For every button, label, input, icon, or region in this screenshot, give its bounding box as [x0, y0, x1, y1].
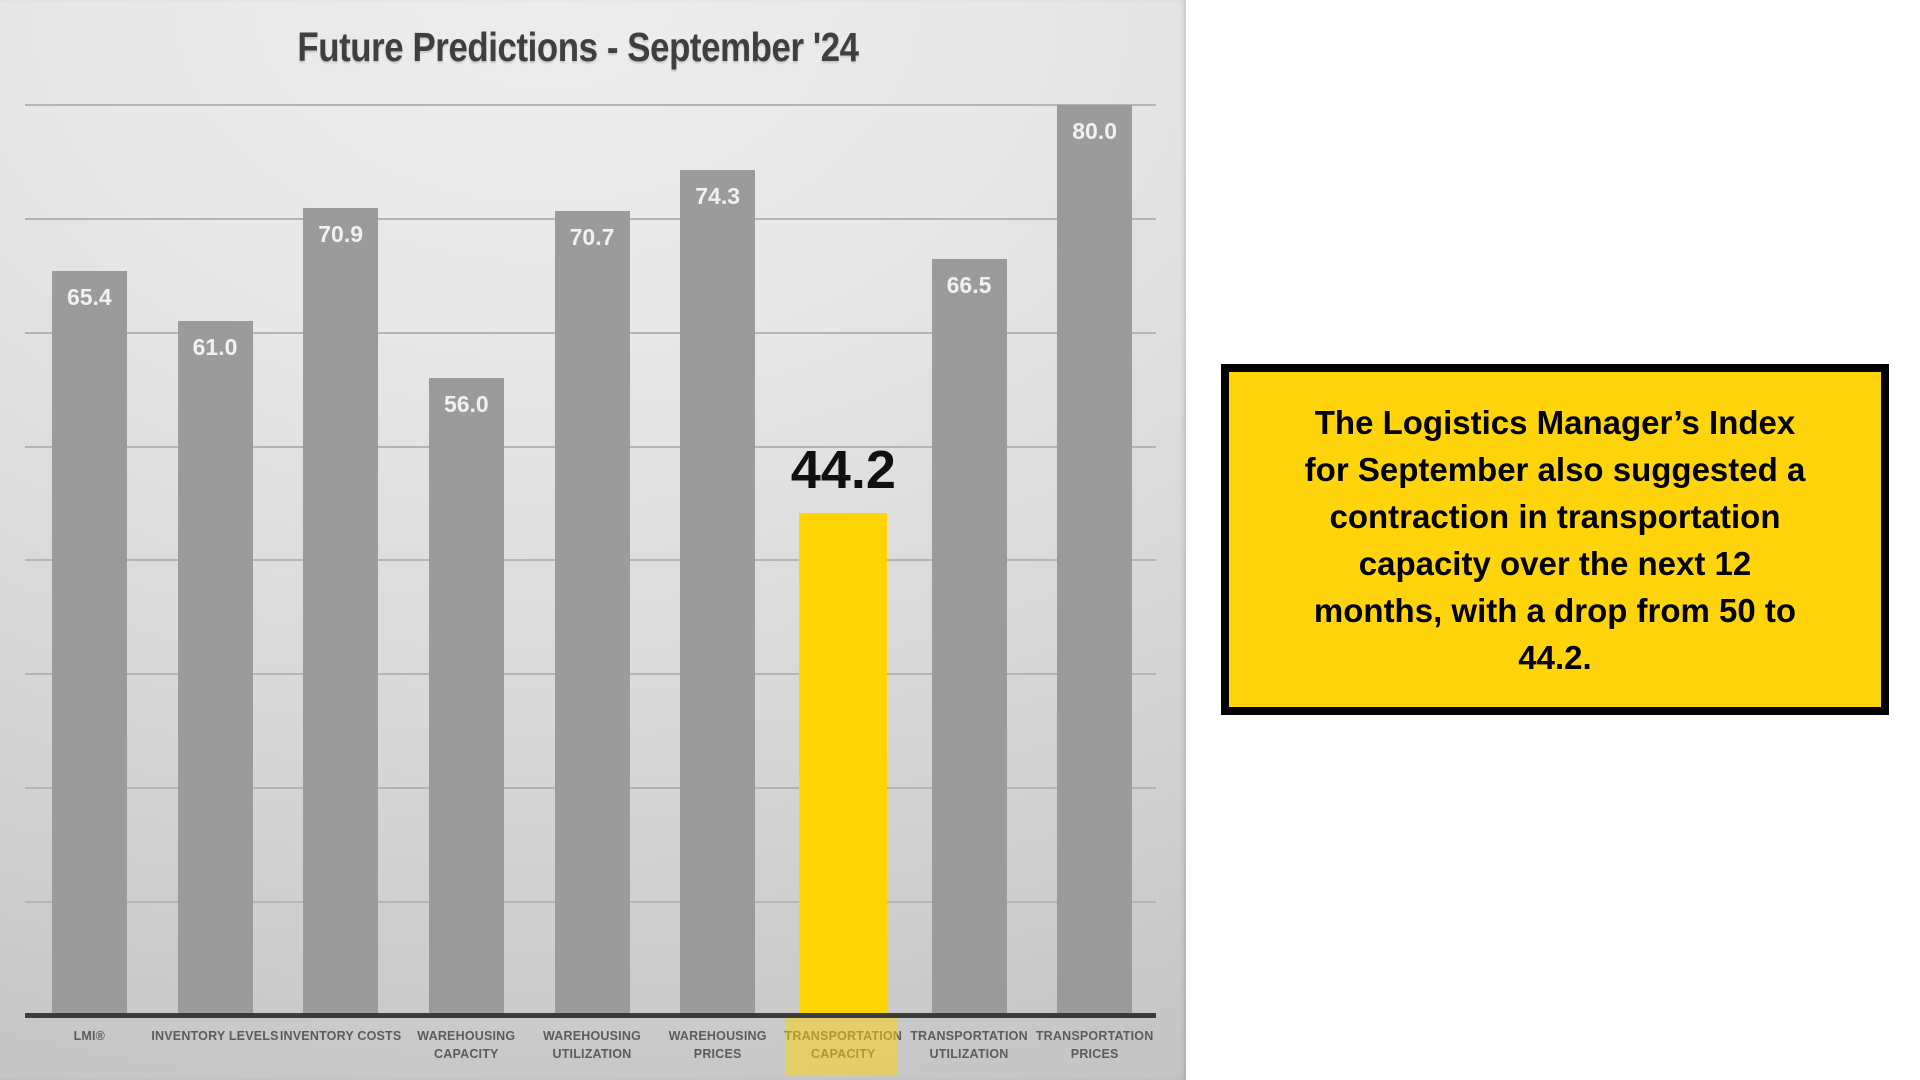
bar-value-label: 65.4: [66, 284, 112, 311]
callout-text-line: contraction in transportation: [1329, 497, 1781, 535]
x-axis-label-1: INVENTORY LEVELS: [151, 1029, 279, 1043]
x-axis-label-5: WAREHOUSING PRICES: [668, 1029, 767, 1061]
plot-area: 65.4 LMI® 61.0 INVENTORY LEVELS 70.9 INVENTOR…: [25, 103, 1156, 1061]
bar-value-label: 56.0: [443, 391, 489, 418]
bar-5: 74.3: [680, 169, 756, 1018]
side-panel: The Logistics Manager’s Index for Septemb…: [1186, 0, 1920, 1080]
bar-1: 61.0: [177, 321, 253, 1018]
x-axis-label-8: TRANSPORTATION PRICES: [1035, 1029, 1154, 1061]
bar-2: 70.9: [303, 208, 379, 1018]
bar-0: 65.4: [51, 271, 127, 1018]
bar-value-label: 61.0: [192, 334, 238, 361]
bar-3: 56.0: [428, 378, 504, 1018]
highlighted-bar-6: [799, 512, 888, 1018]
x-axis-label-2: INVENTORY COSTS: [279, 1029, 402, 1043]
highlighted-category-marker: [786, 1018, 897, 1076]
chart-title: Future Predictions - September '24: [297, 24, 859, 70]
x-axis-label-7: TRANSPORTATION UTILIZATION: [910, 1029, 1028, 1061]
x-axis-label-4: WAREHOUSING UTILIZATION: [542, 1029, 642, 1061]
bar-value-label: 80.0: [1072, 117, 1118, 144]
bar-8: 80.0: [1057, 104, 1133, 1018]
bar-chart: Future Predictions - September '24 65.4 L…: [0, 0, 1186, 1080]
callout-text-line: capacity over the next 12: [1358, 544, 1752, 582]
callout-text-line: The Logistics Manager’s Index: [1314, 403, 1796, 441]
bar-value-label: 66.5: [946, 271, 992, 298]
x-axis-label-0: LMI®: [73, 1029, 106, 1043]
x-axis-label-3: WAREHOUSING CAPACITY: [417, 1029, 516, 1061]
gridline-80: [25, 103, 1156, 106]
callout-text-line: months, with a drop from 50 to: [1313, 591, 1797, 629]
bar-7: 66.5: [931, 258, 1007, 1018]
callout-text-line: 44.2.: [1518, 638, 1592, 676]
callout-text-line: for September also suggested a: [1304, 450, 1806, 488]
bar-value-label: 70.9: [318, 221, 364, 248]
bar-value-label-highlight: 44.2: [790, 439, 896, 500]
callout-box: The Logistics Manager’s Index for Septemb…: [1221, 364, 1889, 715]
bar-value-label: 74.3: [695, 182, 741, 209]
bar-4: 70.7: [554, 210, 630, 1018]
x-axis-line: [25, 1013, 1156, 1018]
bar-value-label: 70.7: [569, 223, 615, 250]
